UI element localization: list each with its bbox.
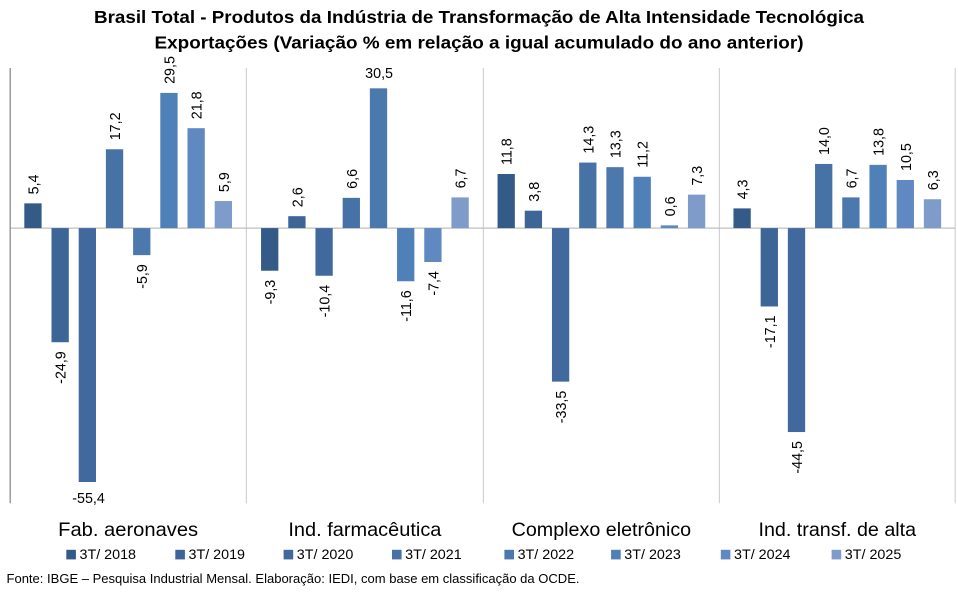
svg-text:-10,4: -10,4 <box>318 285 334 318</box>
svg-text:3T/ 2021: 3T/ 2021 <box>405 546 462 562</box>
svg-text:5,4: 5,4 <box>26 174 42 194</box>
svg-text:-33,5: -33,5 <box>554 391 570 424</box>
svg-text:-7,4: -7,4 <box>426 271 442 296</box>
svg-text:-44,5: -44,5 <box>790 441 806 474</box>
svg-text:Brasil Total - Produtos da Ind: Brasil Total - Produtos da Indústria de … <box>94 7 864 27</box>
svg-text:7,3: 7,3 <box>690 166 706 186</box>
svg-text:-24,9: -24,9 <box>54 351 70 384</box>
svg-text:11,8: 11,8 <box>500 138 516 165</box>
svg-text:-55,4: -55,4 <box>72 491 105 507</box>
svg-text:-11,6: -11,6 <box>399 290 415 322</box>
svg-text:30,5: 30,5 <box>365 66 393 82</box>
svg-text:17,2: 17,2 <box>108 112 124 140</box>
svg-text:3T/ 2020: 3T/ 2020 <box>297 546 354 562</box>
svg-text:29,5: 29,5 <box>162 56 178 84</box>
svg-text:3,8: 3,8 <box>527 182 543 202</box>
svg-text:5,9: 5,9 <box>217 172 233 192</box>
svg-text:10,5: 10,5 <box>899 143 915 171</box>
svg-text:Complexo eletrônico: Complexo eletrônico <box>512 519 692 541</box>
svg-text:Fab. aeronaves: Fab. aeronaves <box>58 519 198 541</box>
svg-text:3T/ 2023: 3T/ 2023 <box>624 546 681 562</box>
svg-text:14,0: 14,0 <box>817 127 833 155</box>
svg-text:14,3: 14,3 <box>581 126 597 154</box>
svg-text:2,6: 2,6 <box>290 187 306 207</box>
svg-text:-9,3: -9,3 <box>263 280 279 305</box>
svg-text:4,3: 4,3 <box>736 179 752 199</box>
svg-text:Exportações (Variação % em rel: Exportações (Variação % em relação a igu… <box>155 33 804 53</box>
svg-text:21,8: 21,8 <box>190 91 206 119</box>
svg-text:Fonte: IBGE – Pesquisa Industr: Fonte: IBGE – Pesquisa Industrial Mensal… <box>7 571 580 586</box>
svg-text:Ind. transf. de alta: Ind. transf. de alta <box>759 519 917 541</box>
svg-text:13,3: 13,3 <box>609 130 625 158</box>
svg-text:6,6: 6,6 <box>345 169 361 189</box>
svg-text:-17,1: -17,1 <box>763 315 779 348</box>
svg-text:11,2: 11,2 <box>636 141 652 168</box>
svg-text:6,7: 6,7 <box>454 168 470 188</box>
svg-text:-5,9: -5,9 <box>135 264 151 289</box>
svg-text:3T/ 2018: 3T/ 2018 <box>80 546 137 562</box>
svg-text:Ind. farmacêutica: Ind. farmacêutica <box>288 519 441 541</box>
svg-text:3T/ 2025: 3T/ 2025 <box>845 546 902 562</box>
svg-text:6,3: 6,3 <box>926 170 942 190</box>
svg-text:3T/ 2019: 3T/ 2019 <box>189 546 246 562</box>
svg-text:3T/ 2024: 3T/ 2024 <box>734 546 791 562</box>
svg-text:0,6: 0,6 <box>663 196 679 216</box>
svg-text:6,7: 6,7 <box>844 168 860 188</box>
svg-text:13,8: 13,8 <box>872 128 888 156</box>
svg-text:3T/ 2022: 3T/ 2022 <box>518 546 575 562</box>
